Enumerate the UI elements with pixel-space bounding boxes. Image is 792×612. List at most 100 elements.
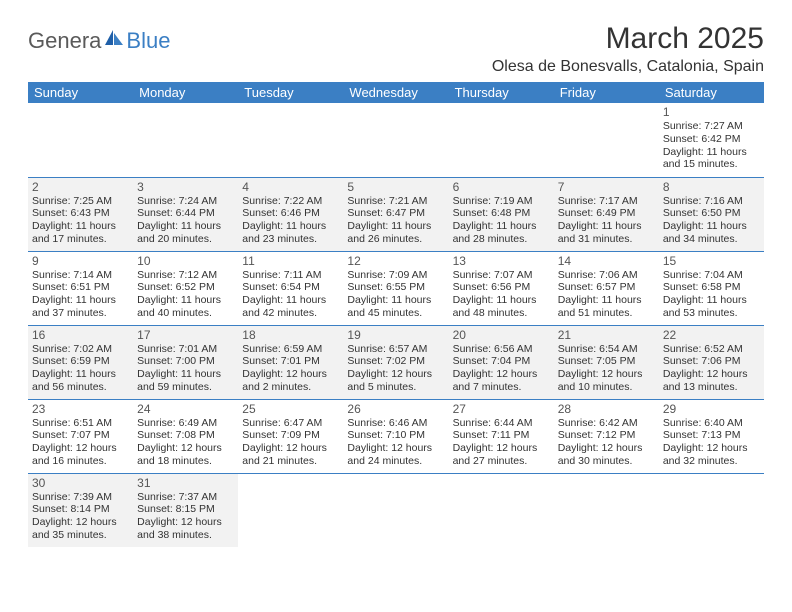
day-info-line: and 37 minutes. — [32, 307, 129, 320]
day-info-line: and 31 minutes. — [558, 233, 655, 246]
day-info: Sunrise: 6:46 AMSunset: 7:10 PMDaylight:… — [347, 417, 444, 468]
day-info: Sunrise: 7:11 AMSunset: 6:54 PMDaylight:… — [242, 269, 339, 320]
day-info-line: Sunrise: 6:54 AM — [558, 343, 655, 356]
day-cell: 17Sunrise: 7:01 AMSunset: 7:00 PMDayligh… — [133, 325, 238, 399]
day-info-line: Daylight: 11 hours — [453, 294, 550, 307]
day-info: Sunrise: 6:56 AMSunset: 7:04 PMDaylight:… — [453, 343, 550, 394]
day-number: 26 — [347, 402, 444, 416]
day-info-line: Daylight: 12 hours — [663, 368, 760, 381]
month-title: March 2025 — [492, 22, 764, 56]
day-number: 31 — [137, 476, 234, 490]
day-info-line: and 48 minutes. — [453, 307, 550, 320]
day-number: 20 — [453, 328, 550, 342]
day-cell: 24Sunrise: 6:49 AMSunset: 7:08 PMDayligh… — [133, 399, 238, 473]
day-cell: 11Sunrise: 7:11 AMSunset: 6:54 PMDayligh… — [238, 251, 343, 325]
empty-cell — [133, 103, 238, 177]
day-info-line: Sunset: 6:42 PM — [663, 133, 760, 146]
day-info-line: Daylight: 11 hours — [453, 220, 550, 233]
day-info: Sunrise: 7:01 AMSunset: 7:00 PMDaylight:… — [137, 343, 234, 394]
day-info: Sunrise: 7:37 AMSunset: 8:15 PMDaylight:… — [137, 491, 234, 542]
day-info: Sunrise: 7:16 AMSunset: 6:50 PMDaylight:… — [663, 195, 760, 246]
day-number: 30 — [32, 476, 129, 490]
day-header: Sunday — [28, 82, 133, 103]
day-info-line: Sunrise: 7:22 AM — [242, 195, 339, 208]
day-info-line: Daylight: 12 hours — [242, 368, 339, 381]
day-info-line: and 7 minutes. — [453, 381, 550, 394]
day-cell: 2Sunrise: 7:25 AMSunset: 6:43 PMDaylight… — [28, 177, 133, 251]
calendar-table: SundayMondayTuesdayWednesdayThursdayFrid… — [28, 82, 764, 547]
day-info-line: Sunrise: 7:12 AM — [137, 269, 234, 282]
empty-cell — [554, 103, 659, 177]
day-number: 1 — [663, 105, 760, 119]
day-info-line: Sunset: 6:56 PM — [453, 281, 550, 294]
calendar-row: 30Sunrise: 7:39 AMSunset: 8:14 PMDayligh… — [28, 473, 764, 547]
day-info-line: Sunset: 7:12 PM — [558, 429, 655, 442]
day-cell: 12Sunrise: 7:09 AMSunset: 6:55 PMDayligh… — [343, 251, 448, 325]
day-info: Sunrise: 7:09 AMSunset: 6:55 PMDaylight:… — [347, 269, 444, 320]
day-cell: 29Sunrise: 6:40 AMSunset: 7:13 PMDayligh… — [659, 399, 764, 473]
day-info: Sunrise: 7:12 AMSunset: 6:52 PMDaylight:… — [137, 269, 234, 320]
day-info-line: Sunrise: 6:46 AM — [347, 417, 444, 430]
day-info-line: and 20 minutes. — [137, 233, 234, 246]
day-info-line: Daylight: 12 hours — [558, 368, 655, 381]
empty-cell — [449, 473, 554, 547]
day-info-line: Sunrise: 6:59 AM — [242, 343, 339, 356]
day-info-line: Daylight: 11 hours — [663, 220, 760, 233]
day-number: 11 — [242, 254, 339, 268]
day-number: 6 — [453, 180, 550, 194]
day-cell: 27Sunrise: 6:44 AMSunset: 7:11 PMDayligh… — [449, 399, 554, 473]
day-number: 29 — [663, 402, 760, 416]
day-info-line: Sunrise: 7:27 AM — [663, 120, 760, 133]
day-info: Sunrise: 7:21 AMSunset: 6:47 PMDaylight:… — [347, 195, 444, 246]
day-info-line: Daylight: 11 hours — [32, 294, 129, 307]
day-info-line: Sunset: 7:09 PM — [242, 429, 339, 442]
empty-cell — [554, 473, 659, 547]
day-info-line: Daylight: 12 hours — [663, 442, 760, 455]
day-info-line: Sunset: 7:07 PM — [32, 429, 129, 442]
day-header: Thursday — [449, 82, 554, 103]
day-number: 4 — [242, 180, 339, 194]
day-info: Sunrise: 6:47 AMSunset: 7:09 PMDaylight:… — [242, 417, 339, 468]
day-info: Sunrise: 6:42 AMSunset: 7:12 PMDaylight:… — [558, 417, 655, 468]
day-info-line: and 28 minutes. — [453, 233, 550, 246]
day-info: Sunrise: 6:59 AMSunset: 7:01 PMDaylight:… — [242, 343, 339, 394]
day-info: Sunrise: 7:24 AMSunset: 6:44 PMDaylight:… — [137, 195, 234, 246]
day-info-line: and 10 minutes. — [558, 381, 655, 394]
day-info-line: Daylight: 12 hours — [347, 368, 444, 381]
day-info-line: Daylight: 11 hours — [137, 294, 234, 307]
calendar-row: 2Sunrise: 7:25 AMSunset: 6:43 PMDaylight… — [28, 177, 764, 251]
day-info-line: and 17 minutes. — [32, 233, 129, 246]
day-cell: 6Sunrise: 7:19 AMSunset: 6:48 PMDaylight… — [449, 177, 554, 251]
day-info-line: Sunset: 7:05 PM — [558, 355, 655, 368]
day-info-line: Sunrise: 6:57 AM — [347, 343, 444, 356]
day-info: Sunrise: 7:04 AMSunset: 6:58 PMDaylight:… — [663, 269, 760, 320]
calendar-row: 16Sunrise: 7:02 AMSunset: 6:59 PMDayligh… — [28, 325, 764, 399]
day-number: 21 — [558, 328, 655, 342]
location: Olesa de Bonesvalls, Catalonia, Spain — [492, 58, 764, 76]
empty-cell — [449, 103, 554, 177]
day-info-line: Sunset: 6:54 PM — [242, 281, 339, 294]
day-info-line: Sunset: 7:13 PM — [663, 429, 760, 442]
day-info: Sunrise: 7:39 AMSunset: 8:14 PMDaylight:… — [32, 491, 129, 542]
day-cell: 4Sunrise: 7:22 AMSunset: 6:46 PMDaylight… — [238, 177, 343, 251]
day-info-line: and 23 minutes. — [242, 233, 339, 246]
day-cell: 31Sunrise: 7:37 AMSunset: 8:15 PMDayligh… — [133, 473, 238, 547]
day-info-line: Sunset: 8:15 PM — [137, 503, 234, 516]
day-number: 12 — [347, 254, 444, 268]
day-number: 23 — [32, 402, 129, 416]
day-info-line: Sunset: 6:52 PM — [137, 281, 234, 294]
day-info: Sunrise: 7:07 AMSunset: 6:56 PMDaylight:… — [453, 269, 550, 320]
calendar-page: Genera Blue March 2025 Olesa de Bonesval… — [0, 0, 792, 557]
day-number: 28 — [558, 402, 655, 416]
day-info: Sunrise: 7:25 AMSunset: 6:43 PMDaylight:… — [32, 195, 129, 246]
day-info: Sunrise: 7:27 AMSunset: 6:42 PMDaylight:… — [663, 120, 760, 171]
day-number: 5 — [347, 180, 444, 194]
day-number: 17 — [137, 328, 234, 342]
day-info-line: Daylight: 12 hours — [32, 516, 129, 529]
day-info: Sunrise: 6:57 AMSunset: 7:02 PMDaylight:… — [347, 343, 444, 394]
calendar-row: 23Sunrise: 6:51 AMSunset: 7:07 PM Dayligh… — [28, 399, 764, 473]
day-info-line: and 21 minutes. — [242, 455, 339, 468]
day-info-line: Sunset: 6:47 PM — [347, 207, 444, 220]
day-info-line: Sunrise: 6:51 AM — [32, 417, 129, 430]
day-cell: 26Sunrise: 6:46 AMSunset: 7:10 PMDayligh… — [343, 399, 448, 473]
